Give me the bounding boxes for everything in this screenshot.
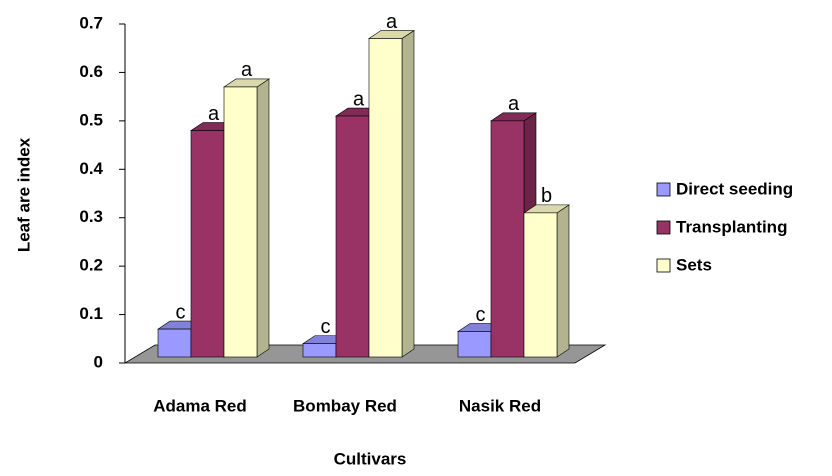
bar [523,212,558,358]
legend-label: Transplanting [676,217,787,236]
bar-side [401,29,415,358]
x-tick-label: Nasik Red [459,396,541,415]
bar [490,120,525,358]
legend-swatch [656,258,671,273]
legend-label: Direct seeding [676,179,793,198]
data-label: a [508,93,520,115]
bar-side [256,78,270,358]
legend-swatch [656,220,671,235]
y-tick-label: 0 [94,352,103,371]
data-label: c [176,301,186,323]
data-label: a [353,88,365,110]
data-label: a [386,11,398,33]
y-tick-label: 0.6 [79,62,103,81]
y-tick-label: 0.2 [79,256,103,275]
y-tick-label: 0.3 [79,207,103,226]
bar [157,328,192,358]
data-label: c [476,304,486,326]
x-tick-label: Bombay Red [293,396,397,415]
y-tick-label: 0.1 [79,304,103,323]
bar [368,38,403,358]
data-label: a [241,59,253,81]
x-tick-label: Adama Red [153,396,247,415]
y-tick-label: 0.5 [79,110,103,129]
bar [457,331,492,358]
bar [223,86,258,358]
bar-side [556,204,570,358]
bar [335,115,370,358]
data-label: b [541,185,552,207]
bar [190,130,225,358]
x-axis-title: Cultivars [334,449,407,468]
legend-swatch [656,182,671,197]
bar [302,343,337,358]
y-tick-label: 0.7 [79,13,103,32]
y-tick-label: 0.4 [79,159,103,178]
data-label: c [321,316,331,338]
legend-label: Sets [676,255,712,274]
data-label: a [208,103,220,125]
y-axis-title: Leaf are index [14,137,33,252]
